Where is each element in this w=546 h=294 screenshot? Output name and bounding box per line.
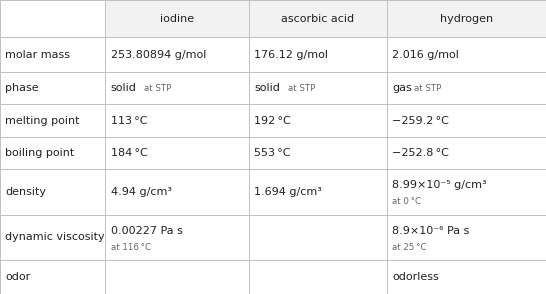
Text: at 0 °C: at 0 °C [392, 197, 421, 206]
Text: dynamic viscosity: dynamic viscosity [5, 232, 105, 243]
Text: 8.9×10⁻⁶ Pa s: 8.9×10⁻⁶ Pa s [392, 225, 470, 235]
Text: molar mass: molar mass [5, 50, 70, 60]
Text: density: density [5, 187, 46, 197]
Text: −252.8 °C: −252.8 °C [392, 148, 449, 158]
Bar [105, 0, 249, 37]
Text: at STP: at STP [288, 84, 315, 93]
Text: solid: solid [111, 83, 136, 93]
Text: 4.94 g/cm³: 4.94 g/cm³ [111, 187, 172, 197]
Text: at STP: at STP [144, 84, 171, 93]
Text: 1.694 g/cm³: 1.694 g/cm³ [254, 187, 322, 197]
Bar [249, 0, 387, 37]
Text: solid: solid [254, 83, 280, 93]
Text: boiling point: boiling point [5, 148, 75, 158]
Text: −259.2 °C: −259.2 °C [392, 116, 449, 126]
Text: odorless: odorless [392, 272, 439, 282]
Text: 253.80894 g/mol: 253.80894 g/mol [111, 50, 206, 60]
Text: melting point: melting point [5, 116, 80, 126]
Text: gas: gas [392, 83, 412, 93]
Text: phase: phase [5, 83, 39, 93]
Text: iodine: iodine [160, 14, 194, 24]
Text: 553 °C: 553 °C [254, 148, 291, 158]
Text: odor: odor [5, 272, 31, 282]
Text: hydrogen: hydrogen [440, 14, 493, 24]
Text: 176.12 g/mol: 176.12 g/mol [254, 50, 329, 60]
Text: 0.00227 Pa s: 0.00227 Pa s [111, 225, 183, 235]
Bar [387, 0, 546, 37]
Text: 2.016 g/mol: 2.016 g/mol [392, 50, 459, 60]
Text: at STP: at STP [414, 84, 441, 93]
Text: at 25 °C: at 25 °C [392, 243, 426, 252]
Text: 8.99×10⁻⁵ g/cm³: 8.99×10⁻⁵ g/cm³ [392, 180, 486, 190]
Text: 192 °C: 192 °C [254, 116, 291, 126]
Text: 184 °C: 184 °C [111, 148, 147, 158]
Text: at 116 °C: at 116 °C [111, 243, 151, 252]
Text: ascorbic acid: ascorbic acid [281, 14, 354, 24]
Text: 113 °C: 113 °C [111, 116, 147, 126]
